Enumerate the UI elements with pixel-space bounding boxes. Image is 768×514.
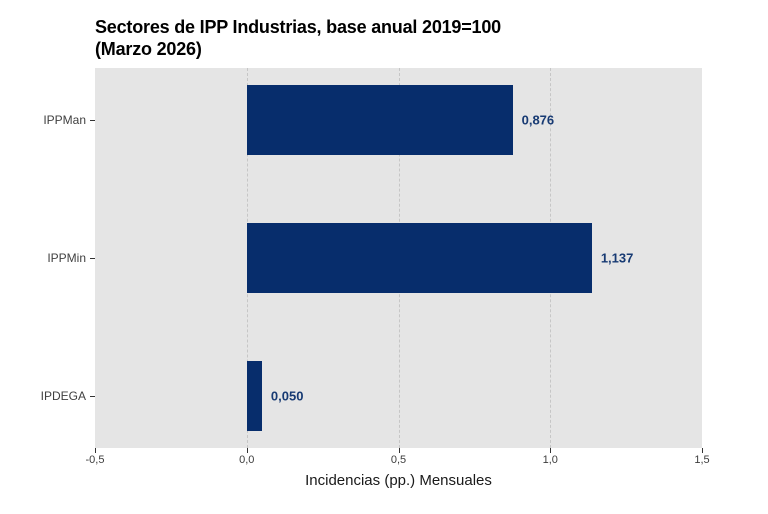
y-axis-label-IPDEGA: IPDEGA — [40, 388, 86, 403]
bar-IPPMin — [246, 223, 592, 293]
value-label-IPPMan: 0,876 — [521, 112, 555, 128]
y-axis-label-IPPMin: IPPMin — [47, 251, 86, 265]
y-tick-IPDEGA — [90, 395, 95, 397]
x-tick-label-1.5: 1,5 — [694, 454, 710, 466]
chart-title-line2: (Marzo 2026) — [95, 39, 202, 59]
x-tick-1 — [550, 448, 552, 453]
x-tick--0.5 — [95, 448, 96, 453]
bar-IPDEGA — [246, 360, 262, 431]
x-tick-label--0.5: -0,5 — [85, 454, 105, 466]
x-tick-1.5 — [702, 448, 703, 453]
chart-title-line1: Sectores de IPP Industrias, base anual 2… — [95, 17, 501, 37]
x-tick-label-0.5: 0,5 — [390, 454, 407, 466]
y-tick-IPPMan — [90, 120, 95, 122]
plot-panel: 0,876 1,137 0,050 — [95, 68, 702, 448]
x-tick-0.5 — [398, 448, 400, 453]
chart-title: Sectores de IPP Industrias, base anual 2… — [95, 16, 501, 60]
x-tick-label-1: 1,0 — [542, 454, 558, 466]
x-axis-title: Incidencias (pp.) Mensuales — [305, 472, 492, 489]
y-tick-IPPMin — [90, 258, 95, 259]
value-label-IPPMin: 1,137 — [600, 250, 634, 266]
bar-IPPMan — [246, 85, 513, 156]
y-axis-label-IPPMan: IPPMan — [43, 113, 86, 128]
x-tick-label-0: 0,0 — [239, 454, 255, 466]
value-label-IPDEGA: 0,050 — [270, 388, 304, 404]
x-tick-0 — [246, 448, 248, 453]
